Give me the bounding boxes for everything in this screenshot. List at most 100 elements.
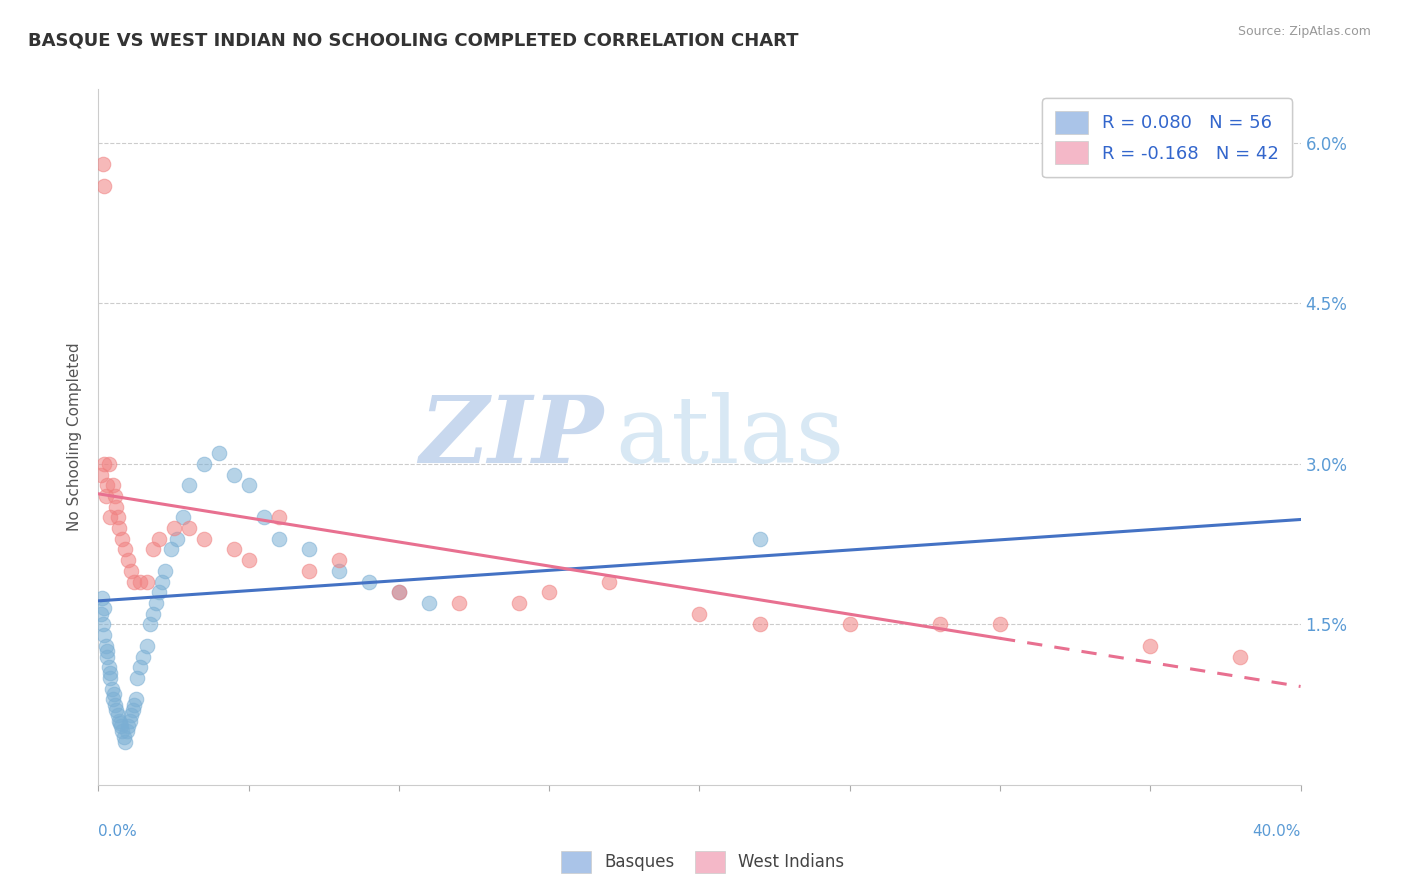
Point bbox=[129, 574, 152, 589]
Point bbox=[166, 532, 188, 546]
Point bbox=[1139, 639, 1161, 653]
Point bbox=[153, 564, 176, 578]
Point bbox=[127, 671, 149, 685]
Point bbox=[94, 489, 117, 503]
Point bbox=[91, 591, 114, 605]
Point bbox=[108, 714, 131, 728]
Point bbox=[357, 574, 380, 589]
Point bbox=[328, 564, 350, 578]
Point bbox=[117, 553, 139, 567]
Point bbox=[141, 542, 163, 557]
Point bbox=[121, 708, 143, 723]
Point bbox=[122, 703, 145, 717]
Point bbox=[598, 574, 620, 589]
Point bbox=[96, 649, 118, 664]
Point bbox=[93, 628, 115, 642]
Text: 40.0%: 40.0% bbox=[1253, 824, 1301, 838]
Point bbox=[388, 585, 411, 599]
Point bbox=[222, 542, 245, 557]
Point bbox=[328, 553, 350, 567]
Point bbox=[105, 500, 128, 514]
Point bbox=[177, 478, 200, 492]
Point bbox=[93, 601, 115, 615]
Text: Source: ZipAtlas.com: Source: ZipAtlas.com bbox=[1237, 25, 1371, 38]
Point bbox=[162, 521, 184, 535]
Point bbox=[177, 521, 200, 535]
Point bbox=[138, 617, 160, 632]
Point bbox=[135, 574, 157, 589]
Point bbox=[94, 639, 117, 653]
Point bbox=[114, 542, 136, 557]
Point bbox=[121, 564, 143, 578]
Point bbox=[267, 532, 290, 546]
Point bbox=[148, 585, 170, 599]
Y-axis label: No Schooling Completed: No Schooling Completed bbox=[67, 343, 83, 532]
Point bbox=[97, 660, 120, 674]
Point bbox=[508, 596, 530, 610]
Point bbox=[208, 446, 231, 460]
Point bbox=[689, 607, 711, 621]
Point bbox=[114, 735, 136, 749]
Point bbox=[124, 574, 146, 589]
Point bbox=[90, 467, 112, 482]
Point bbox=[238, 478, 260, 492]
Point bbox=[96, 478, 118, 492]
Point bbox=[124, 698, 146, 712]
Point bbox=[112, 730, 135, 744]
Point bbox=[238, 553, 260, 567]
Point bbox=[125, 692, 148, 706]
Legend: R = 0.080   N = 56, R = -0.168   N = 42: R = 0.080 N = 56, R = -0.168 N = 42 bbox=[1042, 98, 1292, 178]
Point bbox=[96, 644, 118, 658]
Point bbox=[97, 457, 120, 471]
Point bbox=[929, 617, 952, 632]
Point bbox=[538, 585, 561, 599]
Point bbox=[111, 532, 134, 546]
Point bbox=[129, 660, 152, 674]
Point bbox=[98, 665, 121, 680]
Text: atlas: atlas bbox=[616, 392, 845, 482]
Point bbox=[193, 532, 215, 546]
Point bbox=[93, 457, 115, 471]
Point bbox=[253, 510, 276, 524]
Point bbox=[107, 708, 129, 723]
Point bbox=[103, 692, 125, 706]
Point bbox=[132, 649, 155, 664]
Point bbox=[110, 719, 132, 733]
Point bbox=[117, 719, 139, 733]
Point bbox=[115, 724, 138, 739]
Point bbox=[101, 681, 124, 696]
Text: BASQUE VS WEST INDIAN NO SCHOOLING COMPLETED CORRELATION CHART: BASQUE VS WEST INDIAN NO SCHOOLING COMPL… bbox=[28, 31, 799, 49]
Point bbox=[388, 585, 411, 599]
Point bbox=[108, 715, 131, 730]
Point bbox=[104, 698, 127, 712]
Point bbox=[748, 532, 770, 546]
Point bbox=[148, 532, 170, 546]
Point bbox=[988, 617, 1011, 632]
Point bbox=[103, 478, 125, 492]
Point bbox=[159, 542, 181, 557]
Point bbox=[145, 596, 167, 610]
Point bbox=[118, 714, 141, 728]
Point bbox=[1229, 649, 1251, 664]
Point bbox=[108, 521, 131, 535]
Point bbox=[748, 617, 770, 632]
Point bbox=[298, 542, 321, 557]
Point bbox=[135, 639, 157, 653]
Text: 0.0%: 0.0% bbox=[98, 824, 138, 838]
Point bbox=[141, 607, 163, 621]
Point bbox=[447, 596, 470, 610]
Point bbox=[838, 617, 860, 632]
Point bbox=[93, 178, 115, 193]
Text: ZIP: ZIP bbox=[419, 392, 603, 482]
Point bbox=[100, 671, 122, 685]
Point bbox=[298, 564, 321, 578]
Point bbox=[222, 467, 245, 482]
Legend: Basques, West Indians: Basques, West Indians bbox=[555, 845, 851, 880]
Point bbox=[267, 510, 290, 524]
Point bbox=[105, 703, 128, 717]
Point bbox=[111, 724, 134, 739]
Point bbox=[193, 457, 215, 471]
Point bbox=[91, 157, 114, 171]
Point bbox=[103, 687, 125, 701]
Point bbox=[100, 510, 122, 524]
